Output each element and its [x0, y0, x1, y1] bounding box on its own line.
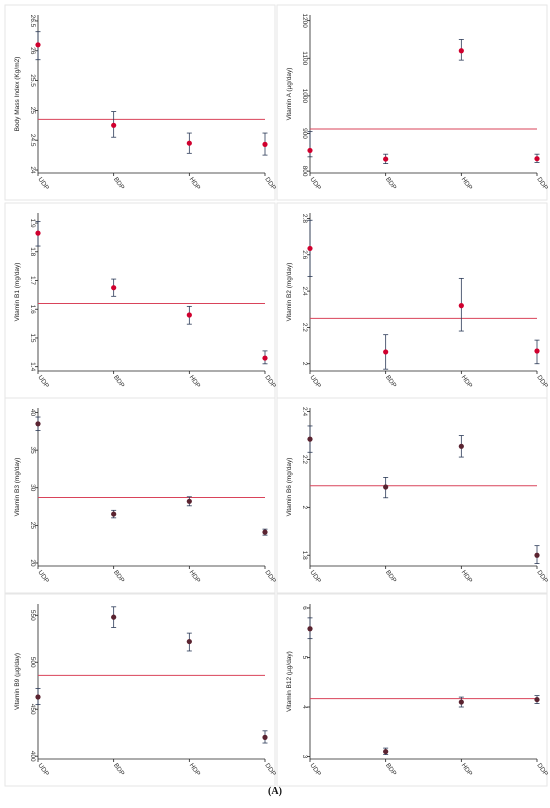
- y-tick-label: 1.4: [29, 362, 36, 371]
- y-tick-label: 450: [29, 704, 36, 715]
- y-tick-label: 1.8: [301, 551, 308, 560]
- y-tick-label: 20: [29, 559, 36, 567]
- y-tick-label: 550: [29, 610, 36, 621]
- data-point-udp: [35, 230, 41, 236]
- y-axis-title: Vitamin B2 (mg/day): [286, 263, 293, 322]
- data-point-udp: [35, 421, 41, 427]
- data-point-bdp: [383, 349, 389, 355]
- y-tick-label: 35: [29, 447, 36, 455]
- data-point-ddp: [262, 529, 268, 535]
- data-point-hdp: [458, 443, 464, 449]
- y-tick-label: 2.4: [301, 407, 308, 416]
- data-point-bdp: [111, 122, 117, 128]
- data-point-hdp: [186, 638, 192, 645]
- y-tick-label: 24.5: [29, 134, 36, 147]
- y-tick-label: 40: [29, 409, 36, 417]
- panel-frame: [4, 4, 276, 201]
- y-tick-label: 1.6: [29, 305, 36, 314]
- y-tick-label: 2.6: [301, 250, 308, 259]
- y-tick-label: 5: [301, 656, 308, 660]
- y-tick-label: 1.8: [29, 247, 36, 256]
- data-point-hdp: [458, 303, 464, 309]
- data-point-udp: [307, 626, 313, 632]
- y-tick-label: 500: [29, 657, 36, 668]
- data-point-bdp: [111, 511, 117, 517]
- data-point-bdp: [383, 484, 389, 490]
- data-point-bdp: [111, 614, 117, 620]
- y-tick-label: 900: [301, 128, 308, 139]
- y-tick-label: 24: [29, 166, 36, 174]
- y-tick-label: 1.5: [29, 333, 36, 342]
- data-point-ddp: [262, 355, 268, 361]
- data-point-ddp: [534, 156, 540, 162]
- y-axis-title: Vitamin B9 (µg/day): [14, 653, 21, 710]
- data-point-hdp: [186, 140, 192, 146]
- y-tick-label: 2.2: [301, 323, 308, 332]
- y-axis-title: Vitamin B1 (mg/day): [14, 263, 21, 322]
- y-tick-label: 2: [301, 506, 308, 510]
- y-tick-label: 2.4: [301, 287, 308, 296]
- y-tick-label: 1.9: [29, 219, 36, 228]
- y-axis-title: Vitamin B6 (mg/day): [286, 458, 293, 517]
- panel-frame: [276, 4, 548, 201]
- y-axis-title: Vitamin B3 (mg/day): [14, 458, 21, 517]
- data-point-ddp: [262, 141, 268, 147]
- data-point-udp: [307, 147, 313, 154]
- y-tick-label: 1.7: [29, 276, 36, 285]
- y-tick-label: 25: [29, 522, 36, 530]
- panel-frame: [4, 202, 276, 399]
- panel-frame: [276, 593, 548, 787]
- data-point-hdp: [186, 498, 192, 504]
- y-tick-label: 6: [301, 606, 308, 610]
- data-point-ddp: [534, 696, 540, 703]
- data-point-bdp: [383, 156, 389, 162]
- y-tick-label: 800: [301, 166, 308, 177]
- data-point-ddp: [534, 348, 540, 354]
- y-tick-label: 30: [29, 484, 36, 492]
- data-point-bdp: [383, 748, 389, 755]
- y-tick-label: 2.8: [301, 214, 308, 223]
- data-point-udp: [35, 42, 41, 48]
- figure-caption: (A): [268, 786, 282, 797]
- y-tick-label: 2.2: [301, 455, 308, 464]
- y-axis-title: Body Mass Index (Kg/m2): [14, 57, 21, 132]
- y-tick-label: 3: [301, 755, 308, 759]
- data-point-hdp: [458, 699, 464, 705]
- y-tick-label: 1000: [301, 89, 308, 104]
- panel-frame: [276, 202, 548, 399]
- data-point-hdp: [186, 312, 192, 318]
- y-axis-title: Vitamin A (µg/day): [286, 68, 293, 121]
- panel-frame: [4, 397, 276, 594]
- data-point-ddp: [262, 734, 268, 740]
- y-tick-label: 4: [301, 705, 308, 709]
- y-tick-label: 1100: [301, 51, 308, 65]
- y-axis-title: Vitamin B12 (µg/day): [286, 651, 293, 712]
- data-point-bdp: [111, 285, 117, 291]
- data-point-udp: [35, 694, 41, 700]
- data-point-udp: [307, 245, 313, 252]
- data-point-ddp: [534, 552, 540, 558]
- panel-frame: [4, 593, 276, 787]
- y-tick-label: 2: [301, 362, 308, 366]
- y-tick-label: 1200: [301, 13, 308, 28]
- y-tick-label: 25: [29, 107, 36, 115]
- panel-body-mass-index: 24 24.5 25 25.5 26 26.5 Body Mass Index (Kg/m2…: [4, 4, 277, 201]
- data-point-udp: [307, 436, 313, 442]
- data-point-hdp: [458, 48, 464, 54]
- y-tick-label: 25.5: [29, 74, 36, 87]
- y-tick-label: 400: [29, 751, 36, 762]
- y-tick-label: 26.5: [29, 15, 36, 28]
- panel-frame: [276, 397, 548, 594]
- y-tick-label: 26: [29, 47, 36, 55]
